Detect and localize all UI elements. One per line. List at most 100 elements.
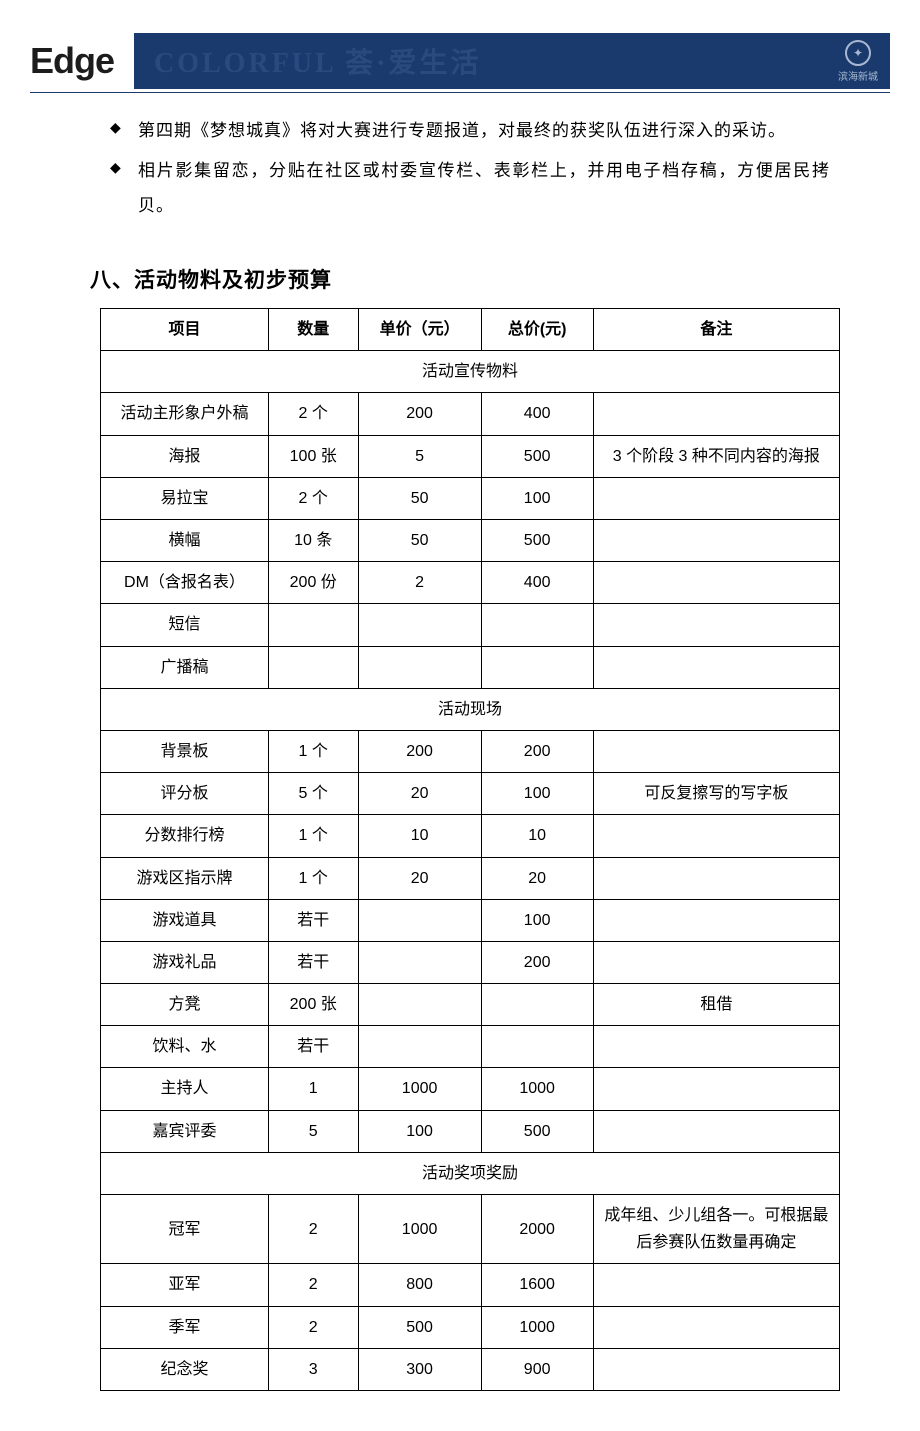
- table-cell: 短信: [101, 604, 269, 646]
- table-cell: [593, 730, 839, 772]
- table-cell: 游戏道具: [101, 899, 269, 941]
- table-row: 游戏区指示牌1 个2020: [101, 857, 840, 899]
- header-unit: 单价（元）: [358, 309, 481, 351]
- banner-blue: COLORFUL 荟·爱生活 ✦ 滨海新城: [134, 33, 890, 89]
- badge-label: 滨海新城: [838, 68, 878, 83]
- table-cell: 海报: [101, 435, 269, 477]
- table-cell: [593, 393, 839, 435]
- table-cell: 2: [358, 562, 481, 604]
- table-cell: 20: [358, 857, 481, 899]
- table-cell: [593, 1306, 839, 1348]
- table-cell: 50: [358, 520, 481, 562]
- table-row: 易拉宝2 个50100: [101, 477, 840, 519]
- table-section-title: 活动宣传物料: [101, 351, 840, 393]
- table-cell: 100: [481, 899, 593, 941]
- table-cell: 200 份: [268, 562, 358, 604]
- header-banner: Edge COLORFUL 荟·爱生活 ✦ 滨海新城: [30, 30, 890, 93]
- table-cell: 900: [481, 1348, 593, 1390]
- table-row: 季军25001000: [101, 1306, 840, 1348]
- table-cell: 游戏区指示牌: [101, 857, 269, 899]
- table-cell: 2000: [481, 1195, 593, 1264]
- table-cell: 5 个: [268, 773, 358, 815]
- table-cell: 若干: [268, 1026, 358, 1068]
- table-cell: 10 条: [268, 520, 358, 562]
- table-cell: 10: [358, 815, 481, 857]
- table-cell: 主持人: [101, 1068, 269, 1110]
- table-row: 广播稿: [101, 646, 840, 688]
- table-cell: [358, 941, 481, 983]
- table-cell: 400: [481, 562, 593, 604]
- table-cell: 1 个: [268, 815, 358, 857]
- table-cell: [358, 604, 481, 646]
- table-cell: 饮料、水: [101, 1026, 269, 1068]
- table-cell: 1000: [481, 1068, 593, 1110]
- table-cell: 20: [481, 857, 593, 899]
- table-cell: 可反复擦写的写字板: [593, 773, 839, 815]
- header-item: 项目: [101, 309, 269, 351]
- logo: Edge: [30, 30, 134, 92]
- bullet-list: 第四期《梦想城真》将对大赛进行专题报道，对最终的获奖队伍进行深入的采访。 相片影…: [90, 113, 830, 224]
- table-cell: [593, 520, 839, 562]
- table-cell: 3: [268, 1348, 358, 1390]
- table-cell: 5: [358, 435, 481, 477]
- table-cell: 100: [358, 1110, 481, 1152]
- table-cell: [481, 646, 593, 688]
- table-cell: 500: [481, 520, 593, 562]
- table-row: 短信: [101, 604, 840, 646]
- table-cell: 1 个: [268, 857, 358, 899]
- table-row: 评分板5 个20100可反复擦写的写字板: [101, 773, 840, 815]
- table-cell: [481, 1026, 593, 1068]
- table-cell: [593, 646, 839, 688]
- table-cell: 20: [358, 773, 481, 815]
- bullet-item: 相片影集留恋，分贴在社区或村委宣传栏、表彰栏上，并用电子档存稿，方便居民拷贝。: [138, 153, 830, 224]
- table-cell: [481, 604, 593, 646]
- banner-text: COLORFUL 荟·爱生活: [154, 41, 481, 81]
- table-row: 活动主形象户外稿2 个200400: [101, 393, 840, 435]
- table-cell: 纪念奖: [101, 1348, 269, 1390]
- header-total: 总价(元): [481, 309, 593, 351]
- table-cell: 嘉宾评委: [101, 1110, 269, 1152]
- table-cell: 1600: [481, 1264, 593, 1306]
- table-cell: 租借: [593, 984, 839, 1026]
- table-cell: 2 个: [268, 393, 358, 435]
- table-cell: [593, 604, 839, 646]
- document-content: 第四期《梦想城真》将对大赛进行专题报道，对最终的获奖队伍进行深入的采访。 相片影…: [0, 93, 920, 1431]
- banner-badge: ✦ 滨海新城: [838, 40, 878, 83]
- table-cell: 500: [481, 435, 593, 477]
- table-cell: 200: [358, 393, 481, 435]
- table-cell: [593, 1264, 839, 1306]
- table-cell: 亚军: [101, 1264, 269, 1306]
- table-cell: 500: [358, 1306, 481, 1348]
- table-row: 饮料、水若干: [101, 1026, 840, 1068]
- bullet-item: 第四期《梦想城真》将对大赛进行专题报道，对最终的获奖队伍进行深入的采访。: [138, 113, 830, 149]
- header-note: 备注: [593, 309, 839, 351]
- table-cell: 1: [268, 1068, 358, 1110]
- table-row: 主持人110001000: [101, 1068, 840, 1110]
- table-cell: [593, 1026, 839, 1068]
- table-cell: 200: [481, 730, 593, 772]
- table-cell: 横幅: [101, 520, 269, 562]
- table-cell: [593, 562, 839, 604]
- table-cell: 游戏礼品: [101, 941, 269, 983]
- table-row: 游戏礼品若干200: [101, 941, 840, 983]
- table-cell: 广播稿: [101, 646, 269, 688]
- table-cell: 背景板: [101, 730, 269, 772]
- table-cell: 3 个阶段 3 种不同内容的海报: [593, 435, 839, 477]
- table-cell: [358, 646, 481, 688]
- table-cell: 10: [481, 815, 593, 857]
- table-cell: 2 个: [268, 477, 358, 519]
- table-section-row: 活动宣传物料: [101, 351, 840, 393]
- table-cell: 冠军: [101, 1195, 269, 1264]
- budget-table: 项目 数量 单价（元） 总价(元) 备注 活动宣传物料活动主形象户外稿2 个20…: [100, 308, 840, 1391]
- table-section-row: 活动现场: [101, 688, 840, 730]
- table-cell: 若干: [268, 899, 358, 941]
- table-section-title: 活动奖项奖励: [101, 1152, 840, 1194]
- table-cell: 500: [481, 1110, 593, 1152]
- table-cell: 1000: [358, 1068, 481, 1110]
- table-cell: 300: [358, 1348, 481, 1390]
- table-cell: 100 张: [268, 435, 358, 477]
- table-row: 横幅10 条50500: [101, 520, 840, 562]
- table-cell: 分数排行榜: [101, 815, 269, 857]
- table-cell: 1000: [358, 1195, 481, 1264]
- table-cell: 2: [268, 1195, 358, 1264]
